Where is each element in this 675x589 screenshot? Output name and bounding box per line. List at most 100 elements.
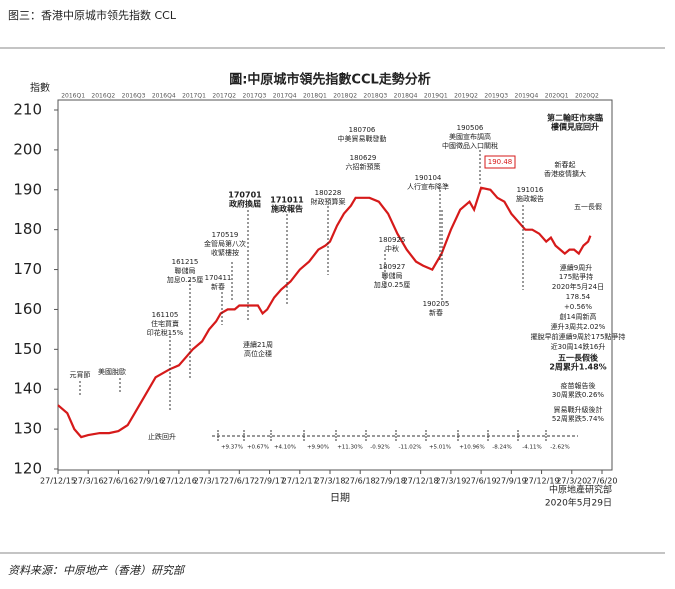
annotation: 中國徵品入口關稅 [442,141,498,150]
period-change: +5.01% [429,445,451,451]
x-tick-label: 27/9/16 [133,477,164,486]
annotation: 2周累升1.48% [549,362,606,372]
x-tick-label: 27/3/16 [73,477,104,486]
period-change: +0.67% [247,445,269,451]
annotation: 住宅買賣 [151,319,179,328]
x-tick-label: 27/6/18 [345,477,376,486]
annotation: 161215 [172,258,199,266]
plot-frame [57,99,613,471]
annotation: 中美貿易戰發動 [338,134,387,143]
x-tick-label: 27/3/17 [194,477,225,486]
annotation: 30周累跌0.26% [552,390,604,399]
x-tick-label: 27/3/19 [435,477,466,486]
quarter-label: 2018Q1 [303,93,327,100]
annotation: 五一長假後 [558,353,599,363]
annotation: 貿易戰升級後計 [554,405,603,414]
x-tick-label: 27/12/17 [282,477,318,486]
quarter-label: 2020Q2 [575,93,599,100]
annotation: 第二輪旺市來臨 [547,113,603,123]
annotation: 六招新預策 [346,162,381,171]
annotation: 連續21周 [243,340,273,349]
annotation: 180925 [379,236,406,244]
y-tick-label: 180 [13,220,42,238]
chart-title: 圖:中原城市領先指數CCL走勢分析 [229,72,431,88]
annotation: 聯儲局 [175,266,196,275]
annotation: 新春 [211,282,225,291]
annotation: 190104 [415,174,442,182]
x-tick-label: 27/6/17 [224,477,255,486]
period-change: +4.10% [274,445,296,451]
annotation: 新春起 [555,160,576,169]
quarter-label: 2019Q1 [424,93,448,100]
quarter-label: 2018Q4 [394,93,418,100]
period-change: -0.92% [370,445,389,451]
annotation: 印花稅15% [147,328,184,337]
annotation: 加息0.25厘 [167,275,204,284]
x-tick-label: 27/9/17 [254,477,285,486]
annotation: 樓價見底回升 [551,122,599,132]
x-tick-label: 27/9/19 [496,477,527,486]
period-change: +11.30% [337,445,363,451]
annotation: 180706 [349,126,376,134]
period-change: +9.90% [307,445,329,451]
x-label: 日期 [330,492,350,504]
annotation: 人行宣布降準 [407,182,449,191]
annotation: 高位企穩 [244,349,272,358]
annotation: 元宵節 [70,370,91,379]
annotation: 191016 [517,186,544,194]
period-change: -8.24% [492,445,511,451]
quarter-label: 2017Q3 [243,93,267,100]
annotation: 政府換屆 [229,199,261,209]
annotation: 加息0.25厘 [374,280,411,289]
y-tick-label: 120 [13,460,42,478]
x-tick-label: 27/3/20 [556,477,587,486]
annotation: 連續9周升 [560,263,592,272]
period-change: +10.96% [459,445,485,451]
period-change: -11.02% [399,445,422,451]
annotation: 收緊樓按 [211,248,239,257]
annotation-box [484,155,516,169]
y-tick-label: 160 [13,300,42,318]
annotation: +0.56% [564,303,592,311]
quarter-label: 2017Q2 [212,93,236,100]
date: 2020年5月29日 [545,497,612,509]
annotation: 施政報告 [271,204,303,214]
annotation: 香港疫情擴大 [544,169,586,178]
annotation: 中秋 [385,244,399,253]
annotation: 連升3周共2.02% [551,322,606,331]
quarter-label: 2018Q3 [363,93,387,100]
x-tick-label: 27/12/16 [161,477,197,486]
y-tick-label: 150 [13,340,42,358]
x-tick-label: 27/6/20 [587,477,618,486]
period-change: -4.11% [522,445,541,451]
annotation: 161105 [152,311,179,319]
annotation: 疫苗報告後 [561,381,596,390]
annotation: 180629 [350,154,377,162]
x-tick-label: 27/12/19 [524,477,560,486]
x-tick-label: 27/12/15 [40,477,76,486]
annotation: 2020年5月24日 [552,282,604,291]
x-tick-label: 27/3/18 [315,477,346,486]
source: 中原地產研究部 [549,484,612,496]
annotation: 金管局第八次 [204,239,246,248]
annotation: 擺脫早前連續9周於175點爭持 [531,332,626,341]
annotation: 創14周新高 [560,312,597,321]
annotation: 施政報告 [516,194,544,203]
quarter-label: 2016Q2 [91,93,115,100]
quarter-label: 2017Q1 [182,93,206,100]
annotation: 190506 [457,124,484,132]
header: 图三：香港中原城市领先指数 CCL [8,8,177,22]
y-tick-label: 170 [13,260,42,278]
annotation: 171011 [270,196,304,205]
annotation: 170701 [228,191,262,200]
period-change: -2.62% [550,445,569,451]
quarter-label: 2020Q1 [545,93,569,100]
annotation: 170519 [212,231,239,239]
annotation: 180927 [379,263,406,271]
annotation: 財政預算案 [311,197,346,206]
x-tick-label: 27/6/16 [103,477,134,486]
quarter-label: 2019Q2 [454,93,478,100]
annotation: 190.48 [488,158,513,166]
annotation: 175點爭持 [559,272,593,281]
footer: 资料来源：中原地产（香港）研究部 [8,564,186,577]
